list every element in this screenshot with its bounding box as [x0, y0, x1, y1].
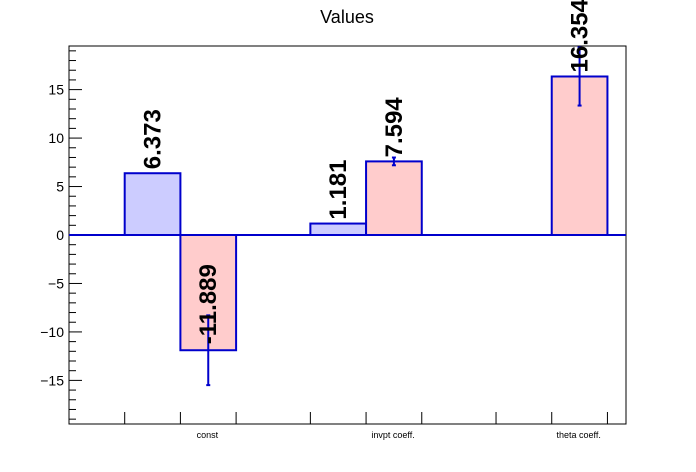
y-axis: −15 −10 −5 0 5 10 15 [40, 50, 82, 420]
bar [309, 222, 368, 237]
y-tick-label: 0 [56, 227, 64, 243]
x-category-label: theta coeff. [557, 430, 601, 440]
bar-value-label: 1.181 [325, 159, 352, 219]
bar-value-label: -11.889 [195, 264, 222, 344]
bar-labels: 6.373 -11.889 1.181 7.594 16.354 [140, 0, 594, 344]
x-axis: const invpt coeff. theta coeff. [124, 412, 608, 440]
bars [123, 75, 609, 352]
y-tick-label: 10 [48, 130, 64, 146]
bar [365, 160, 423, 237]
bar-value-label: 6.373 [140, 109, 167, 169]
bar [123, 172, 182, 237]
bar-value-label: 7.594 [381, 97, 408, 158]
y-tick-label: −15 [40, 372, 64, 388]
error-bars [206, 46, 582, 387]
y-tick-label: 15 [48, 82, 64, 98]
chart-title: Values [320, 7, 374, 27]
y-tick-label: −5 [48, 275, 64, 291]
bar-value-label: 16.354 [567, 0, 594, 72]
x-category-label: invpt coeff. [371, 430, 414, 440]
x-category-label: const [197, 430, 219, 440]
y-tick-label: 5 [56, 179, 64, 195]
y-tick-label: −10 [40, 324, 64, 340]
